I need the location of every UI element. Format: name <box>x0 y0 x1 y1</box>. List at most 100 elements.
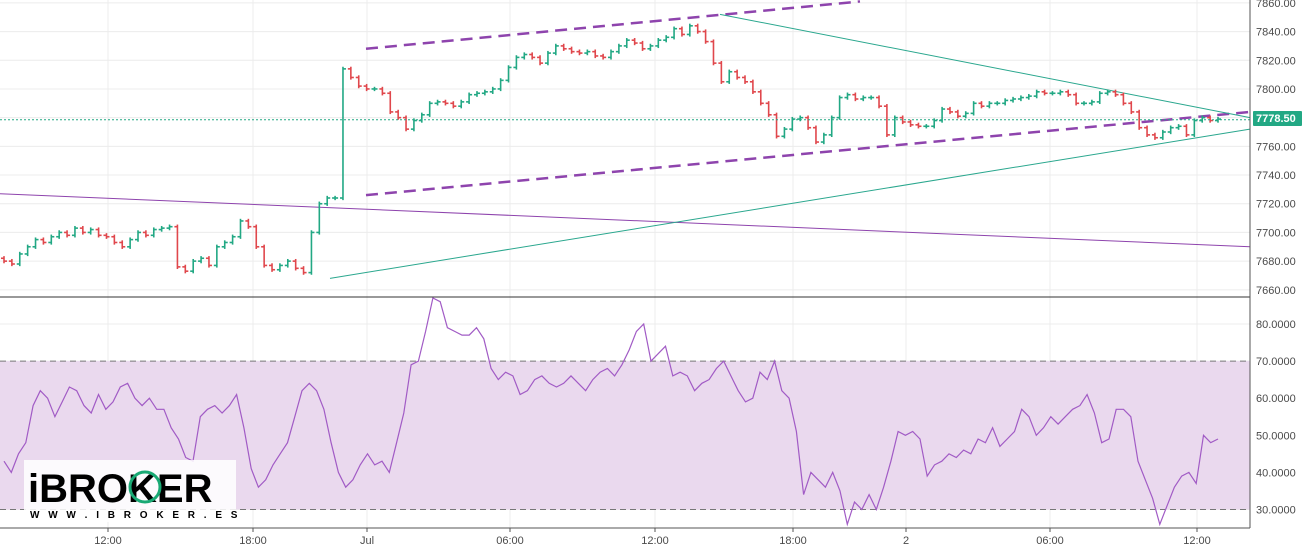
candle <box>631 38 638 46</box>
rsi-tick-label: 60.0000 <box>1256 393 1296 405</box>
candle <box>560 43 567 51</box>
time-tick-label: 2 <box>903 535 909 547</box>
candle <box>1080 101 1087 106</box>
triangle-support <box>329 128 1251 279</box>
candle <box>229 234 236 245</box>
candle <box>1175 124 1182 130</box>
candle <box>1191 118 1198 138</box>
candle <box>623 38 630 49</box>
time-tick-label: 12:00 <box>1183 535 1211 547</box>
rsi-line <box>3 297 1219 527</box>
candle <box>915 122 922 129</box>
candle <box>907 119 914 127</box>
candle <box>261 244 268 268</box>
candle <box>655 38 662 49</box>
candle <box>308 230 315 275</box>
candle <box>87 227 94 235</box>
candle <box>1049 91 1056 96</box>
candle <box>1 256 7 264</box>
candle <box>734 69 741 80</box>
candle <box>103 233 110 239</box>
candle <box>205 256 212 268</box>
candle <box>434 99 441 106</box>
candle <box>600 53 607 60</box>
candle <box>332 195 339 201</box>
time-axis[interactable]: 12:00 18:00 Jul 06:00 12:00 18:00 2 06:00 12:00 <box>94 528 1211 547</box>
candles[interactable] <box>1 23 1221 275</box>
rsi-tick-label: 30.0000 <box>1256 504 1296 516</box>
candle <box>450 101 457 109</box>
candle <box>403 115 410 132</box>
candle <box>852 92 859 102</box>
candle <box>923 124 930 129</box>
candle <box>576 49 583 56</box>
candle <box>805 115 812 130</box>
candle <box>694 23 701 34</box>
candle <box>844 92 851 100</box>
candle <box>16 251 23 267</box>
candle <box>568 46 575 54</box>
time-tick-label: 12:00 <box>94 535 122 547</box>
candle <box>1207 115 1214 123</box>
candle <box>347 66 354 80</box>
candle <box>324 195 331 206</box>
candle <box>284 258 291 268</box>
candle <box>276 263 283 272</box>
candle <box>253 224 260 249</box>
candle <box>639 40 646 51</box>
rsi-axis[interactable]: 30.0000 40.0000 50.0000 60.0000 70.0000 80.00… <box>1256 319 1296 516</box>
candle <box>1096 91 1103 105</box>
candle <box>749 79 756 94</box>
candle <box>710 39 717 66</box>
price-axis[interactable]: 7660.00 7680.00 7700.00 7720.00 7740.00 7760.… <box>1256 0 1296 297</box>
candle <box>962 111 969 119</box>
candle <box>978 101 985 109</box>
candle <box>198 256 205 264</box>
candle <box>158 225 165 232</box>
candle <box>970 101 977 116</box>
candle <box>174 224 181 270</box>
candle <box>56 230 63 239</box>
trend-lines[interactable] <box>0 0 1251 279</box>
candle <box>1088 99 1095 106</box>
candle <box>876 95 883 109</box>
candle <box>24 244 31 257</box>
candle <box>213 244 220 268</box>
candle <box>387 91 394 115</box>
candle <box>418 112 425 123</box>
candle <box>79 225 86 235</box>
candle <box>671 26 678 40</box>
candle <box>757 89 764 106</box>
candle <box>8 258 15 267</box>
candle <box>371 86 378 92</box>
candle <box>40 237 47 245</box>
candle <box>269 263 276 272</box>
candle <box>931 118 938 129</box>
candle <box>458 99 465 109</box>
price-tick-label: 7660.00 <box>1256 285 1296 297</box>
candle <box>497 78 504 92</box>
candle <box>1041 89 1048 96</box>
logo-ring <box>128 470 162 504</box>
candle <box>899 115 906 125</box>
candle <box>552 43 559 56</box>
candle <box>781 126 788 139</box>
candle <box>1120 92 1127 106</box>
candle <box>442 99 449 106</box>
rsi-levels <box>0 360 1250 510</box>
candle <box>142 230 149 238</box>
candle <box>395 109 402 120</box>
candle <box>1002 98 1009 106</box>
candle <box>726 69 733 84</box>
candle <box>71 225 78 238</box>
candle <box>1136 109 1143 130</box>
candle <box>946 106 953 115</box>
candle <box>1017 95 1024 102</box>
candle <box>1183 124 1190 138</box>
candle <box>182 264 189 274</box>
price-tick-label: 7700.00 <box>1256 227 1296 239</box>
candle <box>1073 92 1080 106</box>
candle <box>426 101 433 117</box>
candle <box>237 218 244 239</box>
